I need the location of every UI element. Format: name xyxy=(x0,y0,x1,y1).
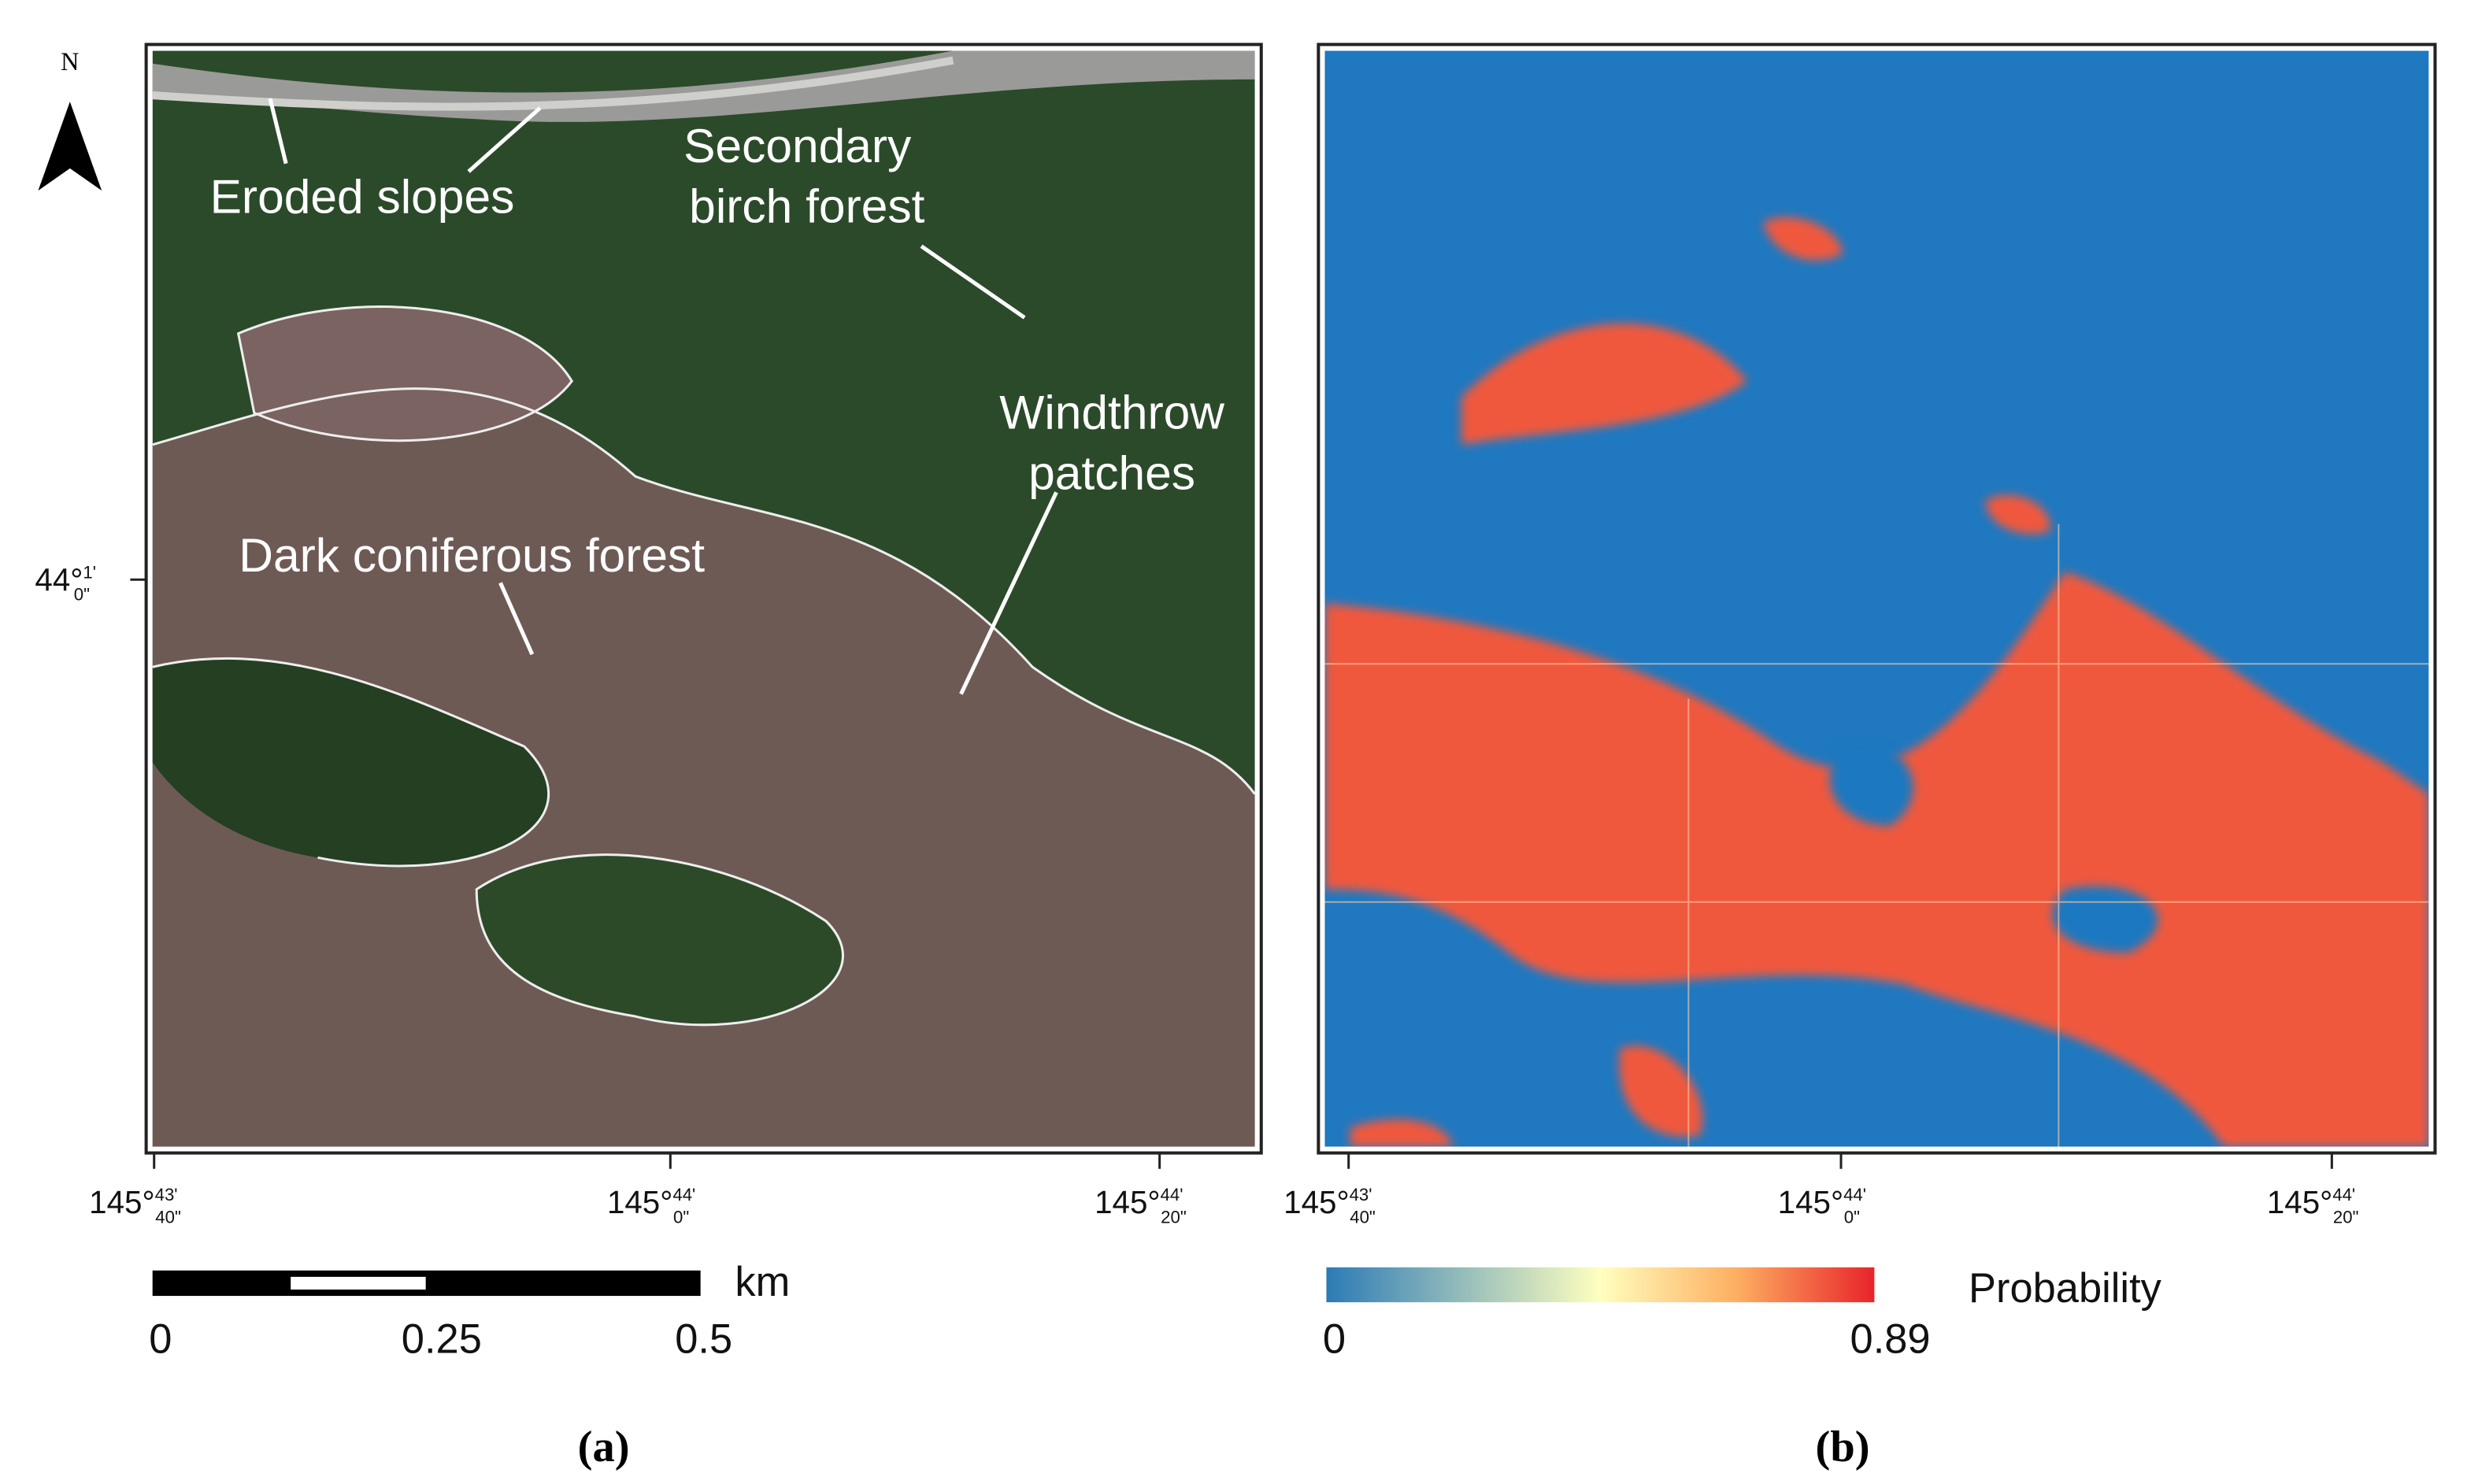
coord-deg: 145° xyxy=(1095,1184,1160,1220)
path-shape xyxy=(238,306,572,441)
path-shape xyxy=(1619,1045,1703,1137)
coordinate-label: 44°1' 0" xyxy=(35,561,96,604)
path-shape xyxy=(1350,1119,1454,1147)
scale-label: 0.25 xyxy=(402,1317,482,1363)
path-shape xyxy=(1324,572,2429,1147)
coord-min: 44' xyxy=(2332,1185,2355,1205)
coord-min: 44' xyxy=(672,1185,695,1205)
coord-sec: 40" xyxy=(1350,1207,1376,1227)
coord-deg: 145° xyxy=(1778,1184,1843,1220)
north-arrow xyxy=(38,102,102,191)
path-shape xyxy=(2052,886,2158,953)
annotation: Windthrow xyxy=(999,386,1224,439)
rect-shape xyxy=(152,1270,701,1297)
coord-min: 44' xyxy=(1843,1185,1866,1205)
coord-min: 43' xyxy=(155,1185,178,1205)
rect-shape xyxy=(291,1276,426,1290)
coord-sec: 40" xyxy=(155,1207,181,1227)
coord-sec: 0" xyxy=(673,1207,689,1227)
g-shape xyxy=(1829,743,2158,953)
annotation: Dark coniferous forest xyxy=(239,528,705,582)
coord-min: 43' xyxy=(1350,1185,1372,1205)
path-shape xyxy=(152,305,1255,1027)
scale-label: 0 xyxy=(149,1317,172,1363)
coord-sec: 0" xyxy=(74,585,90,605)
coord-sec: 0" xyxy=(1844,1207,1860,1227)
annotation: patches xyxy=(1028,446,1195,499)
g-shape xyxy=(1324,216,2429,1147)
coord-deg: 44° xyxy=(35,561,83,598)
colorbar xyxy=(1326,1267,1875,1303)
panel-label: (b) xyxy=(1816,1423,1870,1471)
coord-min: 44' xyxy=(1161,1185,1183,1205)
colorbar-min: 0 xyxy=(1323,1317,1346,1363)
path-shape xyxy=(1461,323,1748,445)
line-shape xyxy=(959,491,1058,695)
path-shape xyxy=(1985,494,2050,535)
panel-label: (a) xyxy=(578,1423,630,1471)
g-shape xyxy=(1324,50,2429,1147)
coordinate-label: 145°43' 40" xyxy=(89,1184,181,1227)
coordinate-label: 145°44' 20" xyxy=(1095,1184,1187,1227)
coord-sec: 20" xyxy=(2333,1207,2359,1227)
path-shape xyxy=(152,658,549,866)
annotation: Eroded slopes xyxy=(210,169,515,223)
line-shape xyxy=(920,244,1026,320)
coord-deg: 145° xyxy=(1283,1184,1349,1220)
path-shape xyxy=(152,388,1255,1147)
annotation: Secondary xyxy=(683,119,912,172)
north-label: N xyxy=(61,47,79,76)
colorbar-max: 0.89 xyxy=(1850,1317,1931,1363)
g-shape xyxy=(1324,524,2429,1147)
coord-min: 1' xyxy=(83,562,96,582)
scale-label: 0.5 xyxy=(675,1317,732,1363)
path-shape xyxy=(1763,216,1843,261)
g-shape xyxy=(152,50,1255,1147)
coord-deg: 145° xyxy=(607,1184,672,1220)
coord-sec: 20" xyxy=(1161,1207,1187,1227)
path-shape xyxy=(476,854,843,1025)
coord-deg: 145° xyxy=(89,1184,154,1220)
path-shape xyxy=(152,56,954,111)
line-shape xyxy=(268,98,288,165)
coordinate-label: 145°44' 0" xyxy=(1778,1184,1866,1227)
coordinate-label: 145°44' 20" xyxy=(2267,1184,2359,1227)
coordinate-label: 145°44' 0" xyxy=(607,1184,695,1227)
g-shape xyxy=(268,98,1058,695)
scale-unit: km xyxy=(735,1260,790,1305)
coord-deg: 145° xyxy=(2267,1184,2332,1220)
coordinate-label: 145°43' 40" xyxy=(1283,1184,1376,1227)
colorbar-title: Probability xyxy=(1969,1266,2162,1312)
line-shape xyxy=(467,106,542,173)
line-shape xyxy=(498,582,535,656)
path-shape xyxy=(1829,743,1913,826)
annotation: birch forest xyxy=(689,179,924,232)
